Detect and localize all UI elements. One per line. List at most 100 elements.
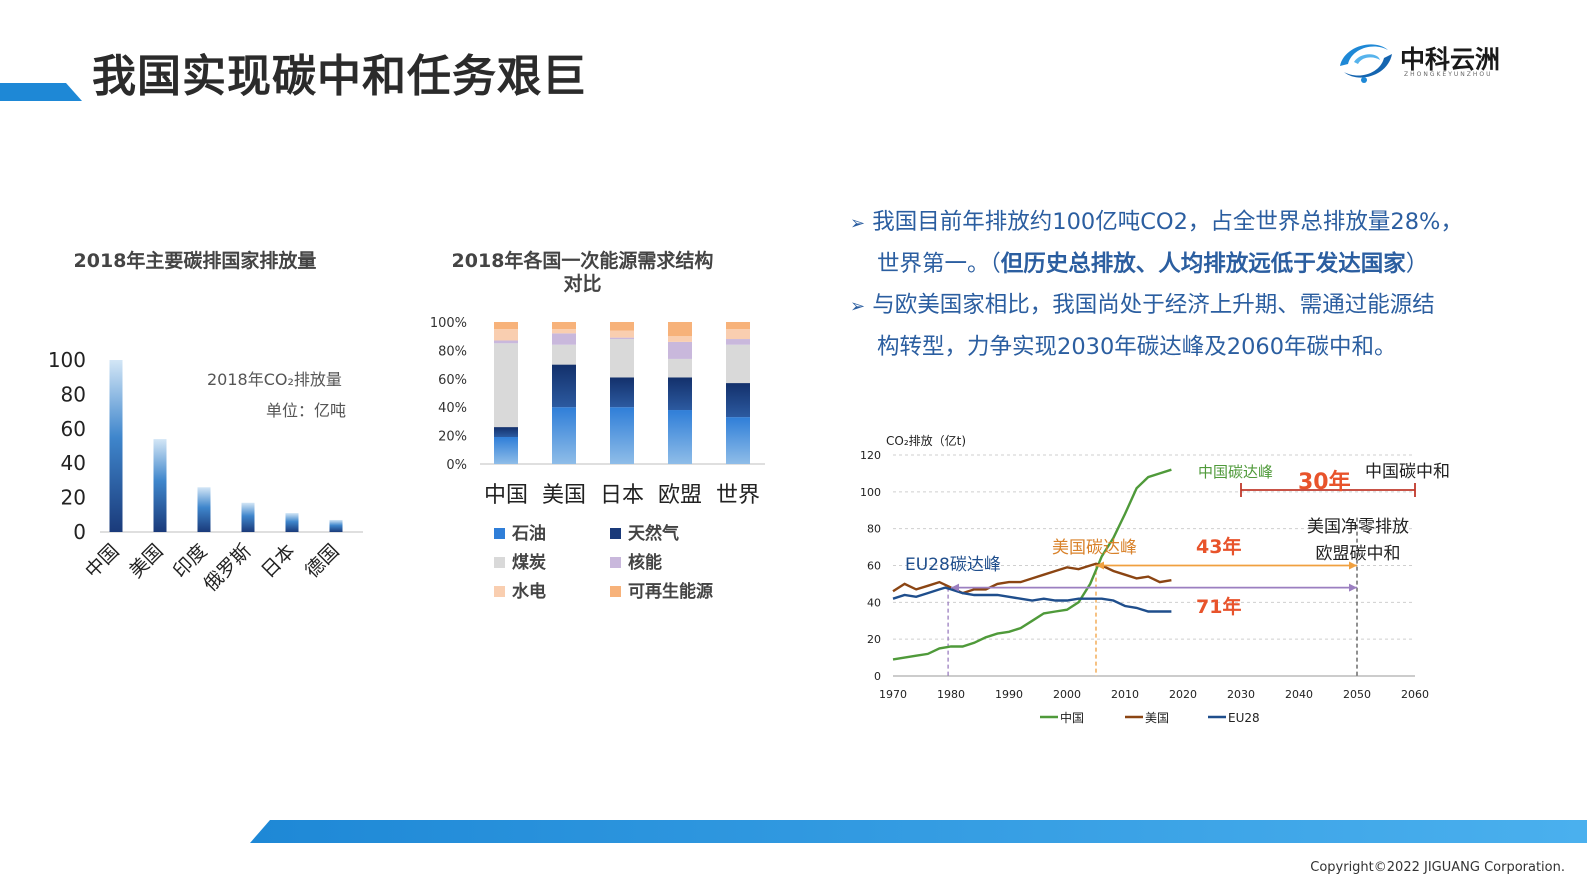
chart2-legend-swatch <box>610 557 621 568</box>
chart1-y-tick: 0 <box>73 520 86 544</box>
logo-text: 中科云洲 <box>1400 45 1501 74</box>
chart2-bar-segment <box>552 322 576 330</box>
copyright-text: Copyright©2022 JIGUANG Corporation. <box>1310 860 1565 875</box>
gap71-label: 71年 <box>1196 595 1241 618</box>
logo-subtitle: ZHONGKEYUNZHOU <box>1404 71 1493 78</box>
chart2-y-tick: 60% <box>438 373 467 388</box>
chart3-legend-label: EU28 <box>1228 711 1260 725</box>
chart2-x-label: 中国 <box>484 483 528 508</box>
chart2-bar-segment <box>668 341 692 359</box>
chart2-bar-segment <box>552 333 576 345</box>
chart2-bar-segment <box>552 329 576 334</box>
chart2-bar-segment <box>668 322 692 337</box>
bullet-1-line2-plain: 世界第一。（ <box>877 251 1001 277</box>
chart1-annotation-line2: 单位：亿吨 <box>266 401 346 420</box>
footer-accent-bar <box>250 820 1587 843</box>
chart1-bar <box>153 439 167 532</box>
chart2-bar-segment <box>726 329 750 340</box>
chart3-x-tick: 1990 <box>995 688 1023 701</box>
chart1-bar <box>197 487 211 532</box>
chart2-bar-segment <box>494 437 518 464</box>
chart3-legend-label: 中国 <box>1060 710 1084 725</box>
chart2-legend-swatch <box>494 586 505 597</box>
chart2-bar-segment <box>610 337 634 340</box>
chart2-legend-swatch <box>494 557 505 568</box>
chart3-y-tick: 40 <box>867 596 881 609</box>
chart2-bar-segment <box>668 358 692 378</box>
chart1-y-tick: 60 <box>61 417 86 441</box>
gap43-label: 43年 <box>1196 535 1241 558</box>
bullet-1-line1: ➢ 我国目前年排放约100亿吨CO2，占全世界总排放量28%， <box>850 204 1463 236</box>
chart2-bar-segment <box>552 344 576 365</box>
chart3-y-axis-label: CO₂排放（亿t) <box>886 433 966 448</box>
chart2-x-label: 美国 <box>542 483 586 508</box>
chart2-legend-label: 煤炭 <box>512 552 546 573</box>
chart1-bar <box>241 502 255 532</box>
chart3-x-tick: 2000 <box>1053 688 1081 701</box>
us-peak-label: 美国碳达峰 <box>1052 538 1137 558</box>
chart2-bar-segment <box>494 322 518 330</box>
chart2-legend-label: 天然气 <box>628 523 679 544</box>
gap43-arrowhead-right <box>1349 561 1357 570</box>
gap71-arrowhead-right <box>1349 583 1357 592</box>
chart2-bar-segment <box>726 339 750 345</box>
chart3-x-tick: 2030 <box>1227 688 1255 701</box>
gap30-label: 30年 <box>1298 469 1351 495</box>
chart3-y-tick: 120 <box>860 449 881 462</box>
chart2-bar-segment <box>726 417 750 464</box>
eu-peak-label: EU28碳达峰 <box>905 555 1001 575</box>
bullet-2-text: 与欧美国家相比，我国尚处于经济上升期、需通过能源结 <box>872 292 1435 318</box>
bullet-1-text: 我国目前年排放约100亿吨CO2，占全世界总排放量28%， <box>872 209 1463 235</box>
chart2-bar-segment <box>726 383 750 418</box>
chart1-bar <box>285 513 299 532</box>
chart1-x-label: 美国 <box>125 540 167 582</box>
chart2-bar-segment <box>668 336 692 342</box>
chart1-x-label: 德国 <box>301 540 343 582</box>
gap71-arrowhead-left <box>951 583 959 592</box>
chart2-bar-segment <box>610 322 634 331</box>
chart3-x-tick: 2010 <box>1111 688 1139 701</box>
us-zero-label: 美国净零排放 <box>1307 517 1409 537</box>
chart2-bar-segment <box>494 427 518 438</box>
chart3-y-tick: 20 <box>867 633 881 646</box>
chart2-legend-swatch <box>494 528 505 539</box>
bullet-1-line2-end: ） <box>1405 251 1429 277</box>
chart2-x-label: 世界 <box>716 483 760 508</box>
chart2-bar-segment <box>610 377 634 408</box>
bullet-arrow-icon: ➢ <box>850 296 866 317</box>
chart2-bar-segment <box>726 322 750 330</box>
chart1-y-tick: 20 <box>61 486 86 510</box>
emissions-bar-chart: 2018年CO₂排放量 单位：亿吨 020406080100中国 美国 印度俄罗斯日… <box>48 348 363 596</box>
chart2-legend-label: 水电 <box>512 581 546 602</box>
chart2-legend-label: 石油 <box>511 523 546 544</box>
chart3-series-line <box>892 586 1172 613</box>
chart3-y-tick: 60 <box>867 560 881 573</box>
chart3-x-tick: 1970 <box>879 688 907 701</box>
chart2-legend-label: 核能 <box>628 552 662 573</box>
chart3-legend-label: 美国 <box>1145 711 1169 725</box>
chart2-legend-swatch <box>610 528 621 539</box>
chart3-y-tick: 0 <box>874 670 881 683</box>
chart1-x-label: 俄罗斯 <box>200 540 256 596</box>
chart3-series-line <box>892 562 1172 595</box>
chart2-bar-segment <box>552 364 576 408</box>
cn-neutral-label: 中国碳中和 <box>1365 462 1450 482</box>
chart2-bar-segment <box>610 339 634 378</box>
gap43-arrowhead-left <box>1096 561 1104 570</box>
chart1-x-label: 中国 <box>81 540 123 582</box>
chart2-y-tick: 0% <box>446 458 467 473</box>
chart2-bar-segment <box>726 344 750 384</box>
chart2-bar-segment <box>494 343 518 428</box>
chart2-title-line2: 对比 <box>563 273 602 295</box>
bullet-1-line2-bold: 但历史总排放、人均排放远低于发达国家 <box>1000 251 1406 277</box>
chart1-y-tick: 80 <box>61 382 86 406</box>
chart2-legend-label: 可再生能源 <box>628 581 713 602</box>
page-title: 我国实现碳中和任务艰巨 <box>92 51 587 102</box>
chart2-y-tick: 100% <box>430 316 467 331</box>
chart2-y-tick: 40% <box>438 401 467 416</box>
chart1-annotation-line1: 2018年CO₂排放量 <box>207 370 342 389</box>
chart2-y-tick: 20% <box>438 430 467 445</box>
chart3-x-tick: 2040 <box>1285 688 1313 701</box>
